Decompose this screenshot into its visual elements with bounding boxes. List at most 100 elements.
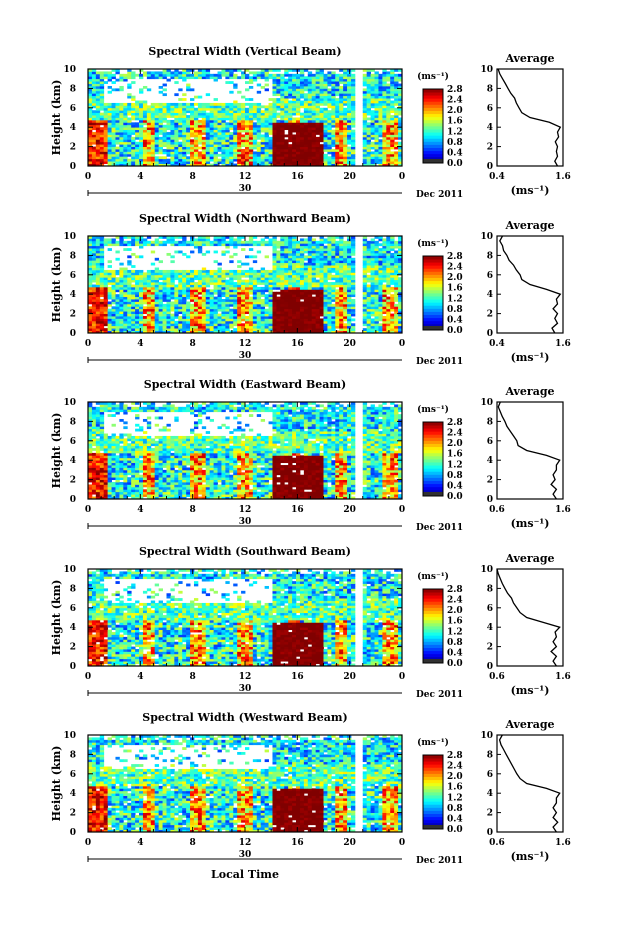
colorbar-unit: (ms⁻¹): [417, 404, 449, 415]
avg-x-label: (ms⁻¹): [511, 517, 550, 530]
avg-y-tick-label: 10: [480, 65, 493, 75]
avg-x-label: (ms⁻¹): [511, 184, 550, 197]
colorbar-unit: (ms⁻¹): [417, 71, 449, 82]
panel-1: Spectral Width (Vertical Beam) 0 2 4 6 8 10 0 4 8…: [50, 45, 571, 200]
y-axis-label: Height (km): [50, 247, 63, 323]
colorbar-tick-label: 0.0: [447, 492, 463, 502]
y-axis-label: Height (km): [50, 746, 63, 822]
y-tick-label: 2: [70, 643, 76, 653]
x-tick-label: 8: [190, 838, 196, 848]
avg-profile-line: [498, 734, 561, 833]
colorbar-tick-label: 0.4: [447, 481, 463, 491]
x-tick-label: 16: [291, 505, 304, 515]
y-tick-label: 4: [70, 456, 76, 466]
y-tick-label: 8: [70, 251, 76, 261]
y-tick-label: 4: [70, 290, 76, 300]
x-tick-label: 16: [291, 672, 304, 682]
avg-frame: [496, 68, 564, 167]
x-tick-label: 4: [137, 172, 143, 182]
heatmap-field: [88, 402, 403, 500]
y-tick-label: 8: [70, 584, 76, 594]
colorbar-tick-label: 2.0: [447, 439, 463, 449]
avg-title: Average: [504, 219, 554, 232]
colorbar-unit: (ms⁻¹): [417, 571, 449, 582]
x-tick-label: 12: [239, 172, 252, 182]
colorbar-tick-label: 0.4: [447, 648, 463, 658]
colorbar-tick-label: 2.0: [447, 106, 463, 116]
x-tick-label: 8: [190, 672, 196, 682]
x-tick-label: 20: [343, 838, 356, 848]
y-tick-label: 8: [70, 750, 76, 760]
date-label: Dec 2011: [416, 523, 463, 533]
avg-x-tick-label: 1.6: [555, 505, 571, 515]
avg-frame: [496, 401, 564, 500]
avg-y-tick-label: 8: [487, 750, 493, 760]
y-tick-label: 10: [63, 65, 76, 75]
avg-title: Average: [504, 718, 554, 731]
colorbar-frame: [422, 88, 444, 164]
colorbar-tick-label: 0.4: [447, 814, 463, 824]
avg-y-tick-label: 8: [487, 584, 493, 594]
heatmap-field: [88, 569, 403, 667]
colorbar-unit: (ms⁻¹): [417, 238, 449, 249]
x-tick-label: 0: [85, 339, 91, 349]
colorbar-underflow: [423, 492, 443, 496]
colorbar-underflow: [423, 326, 443, 330]
y-tick-label: 2: [70, 310, 76, 320]
y-tick-label: 8: [70, 417, 76, 427]
x-tick-label: 16: [291, 172, 304, 182]
y-tick-label: 2: [70, 143, 76, 153]
colorbar-tick-label: 0.0: [447, 659, 463, 669]
avg-x-label: (ms⁻¹): [511, 850, 550, 863]
colorbar-tick-label: 0.4: [447, 148, 463, 158]
x-tick-label: 0: [399, 672, 405, 682]
x-tick-label: 16: [291, 339, 304, 349]
avg-y-tick-label: 4: [487, 290, 493, 300]
x-tick-label: 0: [399, 172, 405, 182]
avg-profile-line: [496, 568, 561, 667]
x-tick-label: 20: [343, 172, 356, 182]
avg-x-tick-label: 1.6: [555, 172, 571, 182]
colorbar-tick-label: 1.2: [447, 793, 463, 803]
colorbar-frame: [422, 255, 444, 331]
avg-x-tick-label: 1.6: [555, 339, 571, 349]
heatmap-field: [88, 236, 403, 334]
x-tick-label: 4: [137, 672, 143, 682]
y-axis-label: Height (km): [50, 413, 63, 489]
avg-x-tick-label: 0.6: [489, 505, 505, 515]
x-tick-label: 4: [137, 505, 143, 515]
avg-y-tick-label: 2: [487, 143, 493, 153]
colorbar-tick-label: 2.8: [447, 252, 463, 262]
y-tick-label: 0: [70, 329, 76, 339]
avg-y-tick-label: 8: [487, 417, 493, 427]
date-label: Dec 2011: [416, 357, 463, 367]
y-axis-label: Height (km): [50, 80, 63, 156]
panel-title: Spectral Width (Northward Beam): [139, 212, 351, 225]
colorbar-tick-label: 2.8: [447, 418, 463, 428]
avg-profile-line: [499, 235, 562, 334]
y-tick-label: 6: [70, 604, 76, 614]
panel-3: Spectral Width (Eastward Beam) 0 2 4 6 8 10 0 4 8…: [50, 378, 571, 533]
heatmap-field: [88, 69, 403, 167]
x-tick-label: 0: [399, 838, 405, 848]
colorbar-tick-label: 0.8: [447, 638, 463, 648]
panel-5: Spectral Width (Westward Beam) 0 2 4 6 8 10 0 4 8…: [50, 711, 571, 866]
avg-y-tick-label: 6: [487, 104, 493, 114]
avg-y-tick-label: 6: [487, 271, 493, 281]
colorbar-tick-label: 0.0: [447, 159, 463, 169]
x-tick-label: 8: [190, 339, 196, 349]
x-tick-label: 20: [343, 339, 356, 349]
colorbar-underflow: [423, 159, 443, 163]
colorbar-tick-label: 1.2: [447, 627, 463, 637]
avg-title: Average: [504, 52, 554, 65]
x-tick-label: 12: [239, 505, 252, 515]
y-tick-label: 4: [70, 123, 76, 133]
colorbar: [422, 255, 444, 331]
avg-y-tick-label: 6: [487, 604, 493, 614]
avg-y-tick-label: 8: [487, 84, 493, 94]
heatmap-field: [88, 735, 403, 833]
colorbar-tick-label: 2.0: [447, 273, 463, 283]
colorbar-tick-label: 2.8: [447, 585, 463, 595]
x-tick-label: 12: [239, 838, 252, 848]
colorbar-tick-label: 1.6: [447, 284, 463, 294]
